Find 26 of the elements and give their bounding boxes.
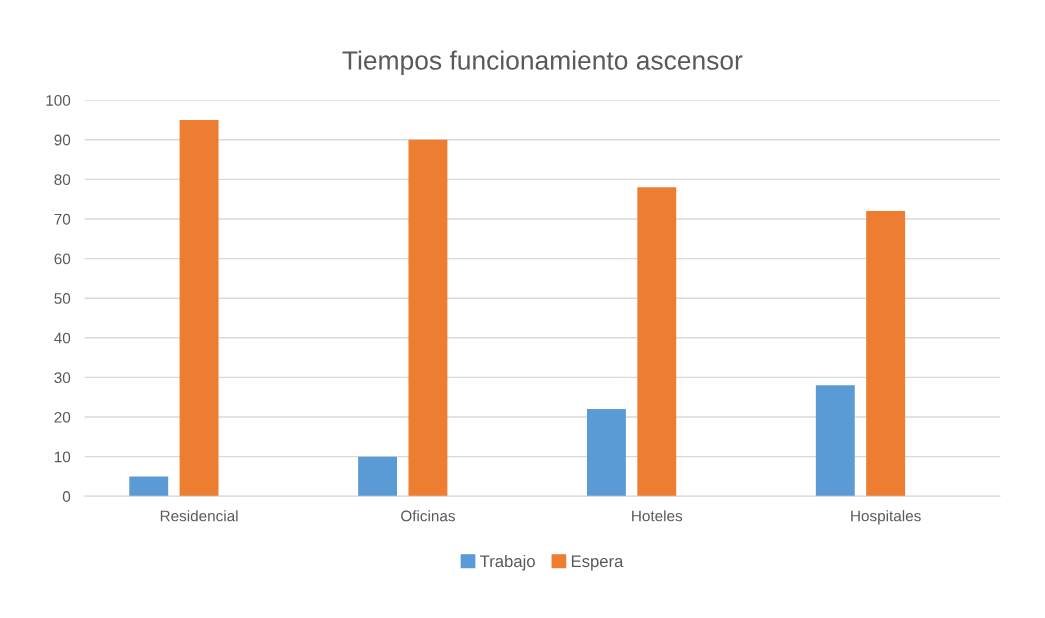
chart-title: Tiempos funcionamiento ascensor <box>342 50 743 76</box>
y-tick-label: 60 <box>54 253 71 265</box>
x-tick-label: Hoteles <box>632 510 683 522</box>
legend-label: Trabajo <box>480 554 535 571</box>
bar <box>637 187 677 497</box>
bar <box>358 456 398 497</box>
y-tick-label: 50 <box>54 293 71 304</box>
y-tick-label: 40 <box>54 332 71 344</box>
x-tick-label: Residencial <box>160 510 238 522</box>
x-tick-label: Hospitales <box>851 510 921 525</box>
x-tick-label: Oficinas <box>401 510 455 522</box>
y-tick-label: 80 <box>54 174 71 186</box>
y-tick-label: 70 <box>54 213 71 225</box>
bar <box>815 385 855 497</box>
y-tick-label: 10 <box>54 451 71 463</box>
bar <box>129 476 169 497</box>
bar <box>586 409 626 497</box>
y-tick-label: 0 <box>62 491 71 502</box>
y-tick-label: 100 <box>46 94 71 106</box>
legend-label: Espera <box>571 555 624 571</box>
bar <box>866 211 906 497</box>
y-tick-label: 20 <box>54 411 71 423</box>
y-tick-label: 30 <box>54 372 71 384</box>
bar <box>179 119 219 497</box>
y-tick-label: 90 <box>54 134 71 146</box>
bar <box>408 139 448 497</box>
